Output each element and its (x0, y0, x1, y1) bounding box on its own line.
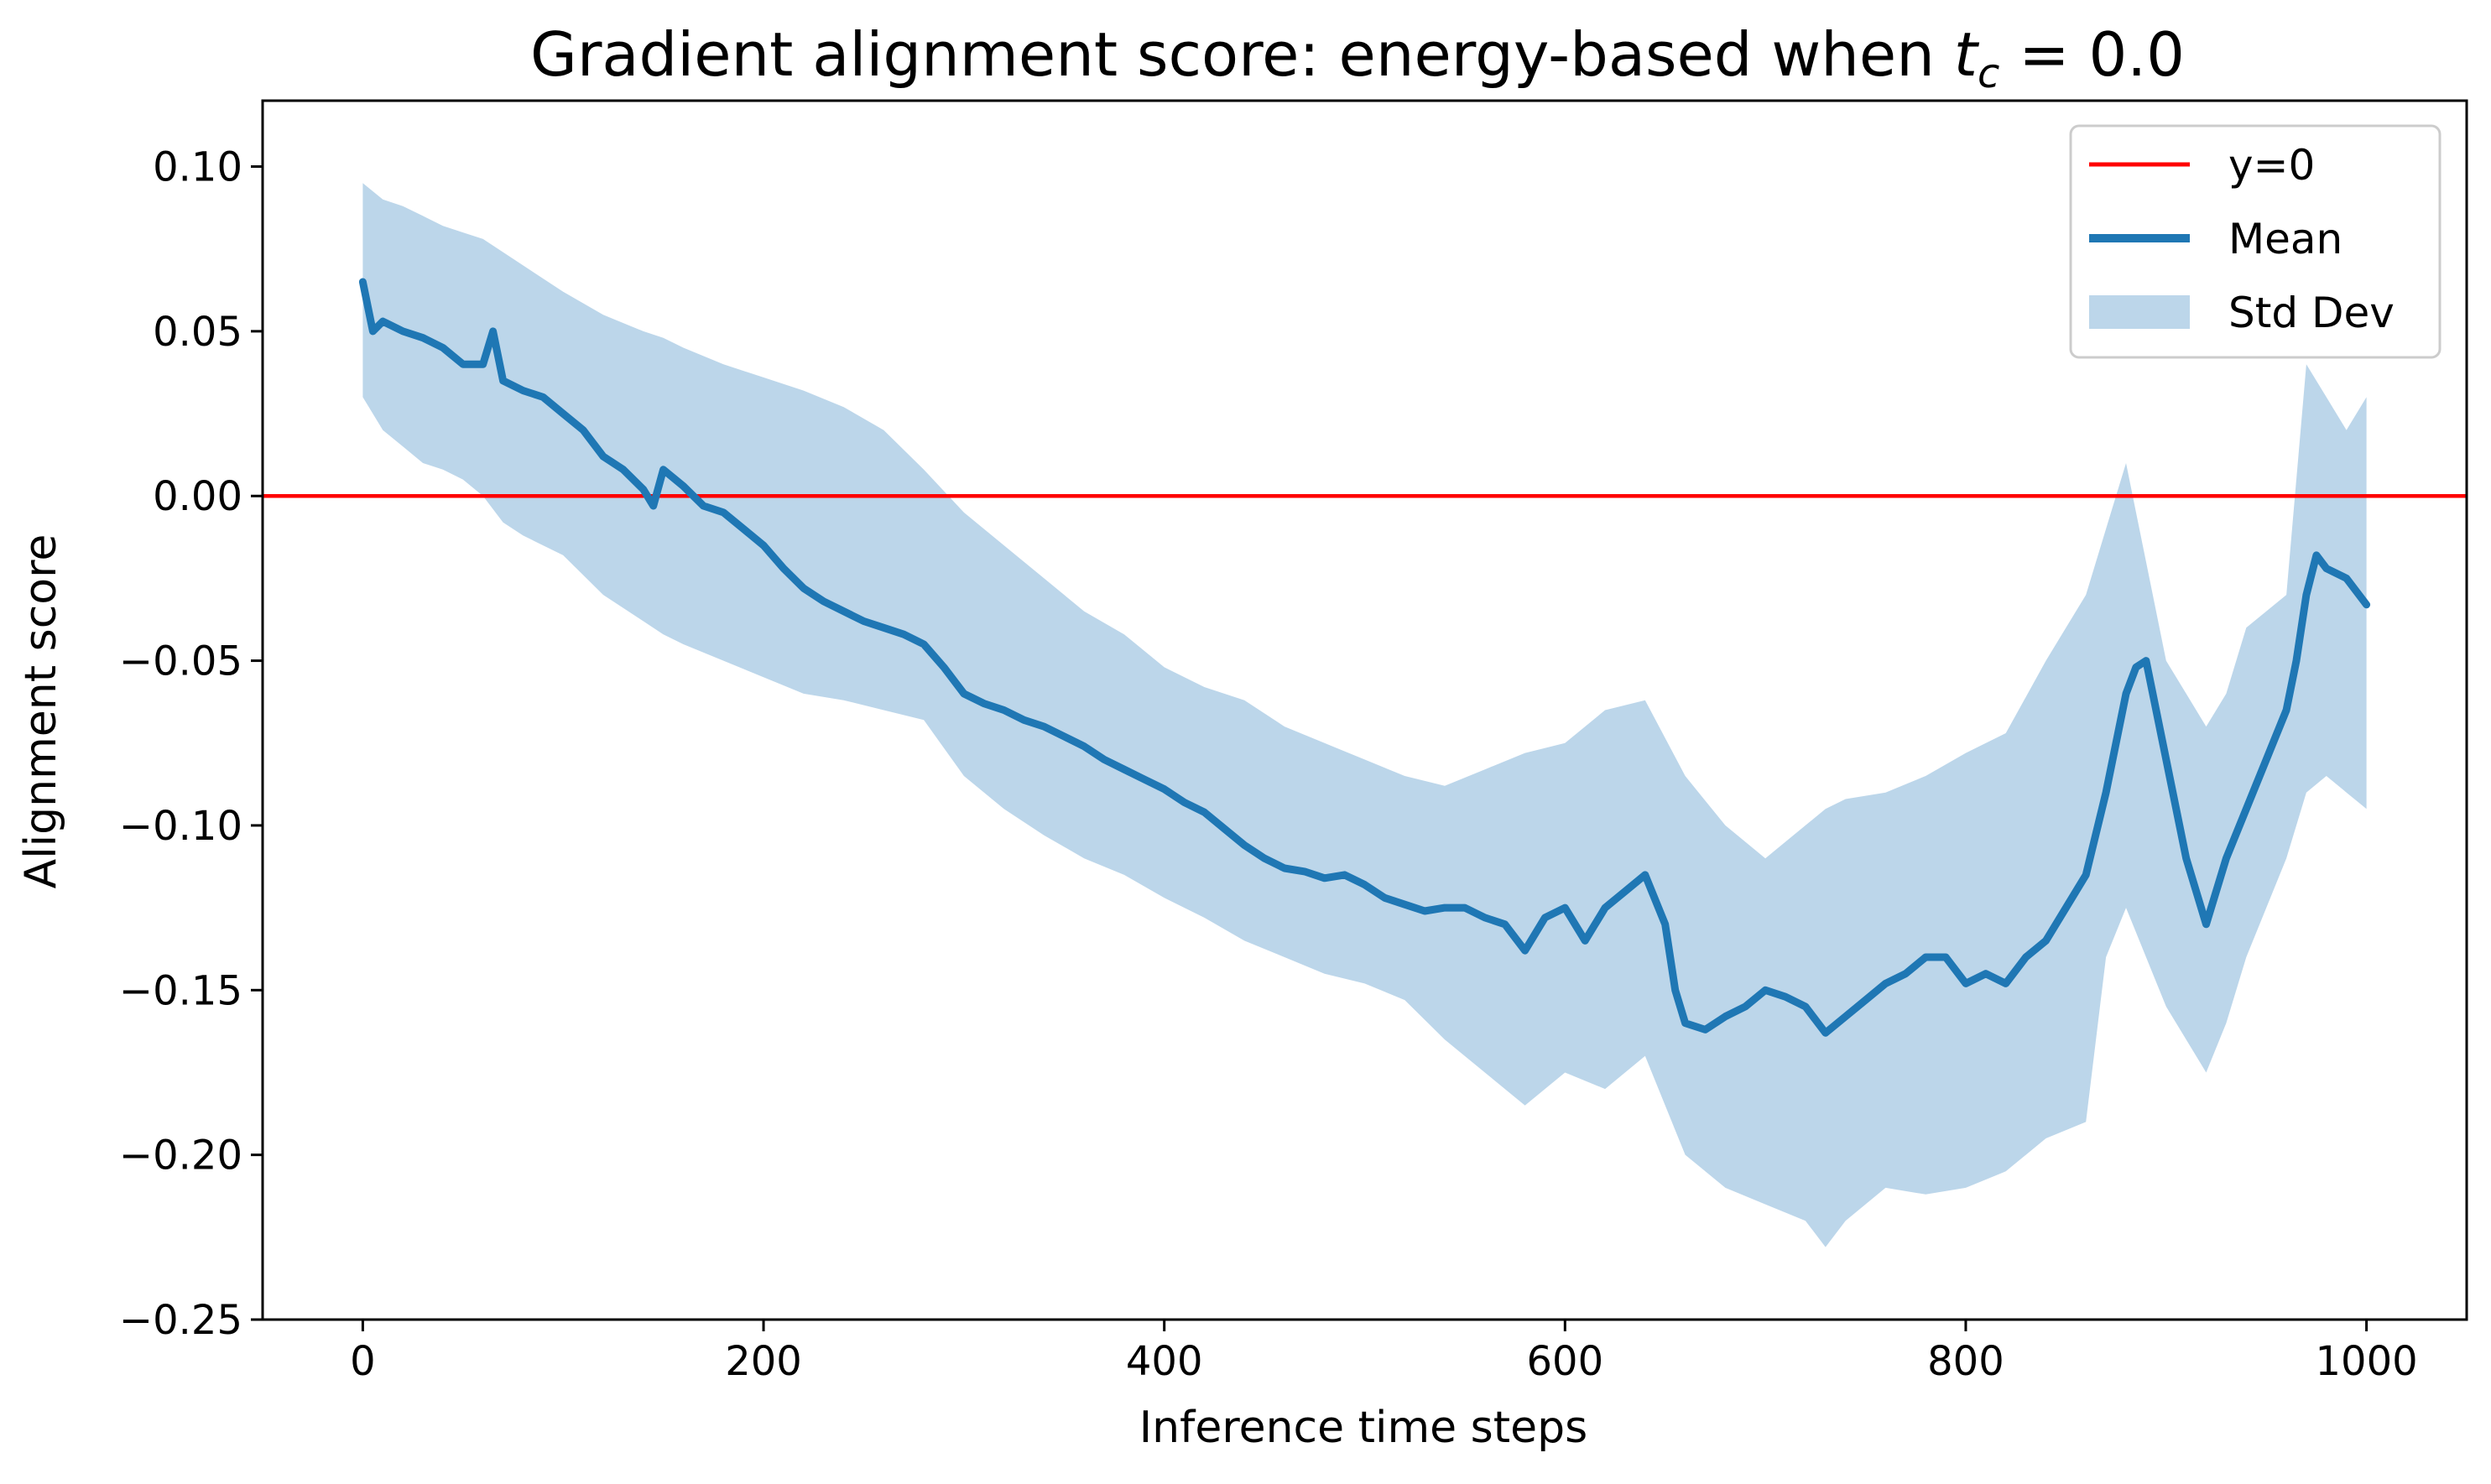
plot-area (263, 183, 2467, 1247)
legend-label-mean: Mean (2228, 215, 2342, 263)
y-tick-label: 0.10 (153, 144, 242, 191)
chart-title: Gradient alignment score: energy-based w… (530, 19, 2185, 97)
legend-swatch-std-dev (2089, 295, 2190, 329)
y-tick-label: 0.00 (153, 473, 242, 520)
y-axis-label: Alignment score (16, 534, 66, 889)
chart-title-text: Gradient alignment score: energy-based w… (530, 19, 1954, 90)
y-tick-label: 0.05 (153, 309, 242, 356)
x-tick-label: 1000 (2316, 1338, 2418, 1385)
std-dev-band (362, 183, 2367, 1247)
chart-title-math-rest: = 0.0 (1999, 19, 2185, 90)
legend: y=0 Mean Std Dev (2069, 124, 2441, 359)
y-tick-label: −0.05 (119, 638, 242, 685)
axes: 0 200 400 600 800 1000 0.10 0.05 0.00 −0.05 −0.10 −… (119, 99, 2468, 1385)
chart-title-math-subscript: c (1978, 50, 1999, 97)
x-tick-label: 600 (1527, 1338, 1604, 1385)
x-tick-label: 0 (350, 1338, 376, 1385)
y-tick-label: −0.20 (119, 1133, 242, 1179)
x-tick-label: 200 (725, 1338, 802, 1385)
legend-label-std-dev: Std Dev (2228, 289, 2395, 337)
x-tick-label: 800 (1927, 1338, 2004, 1385)
series-line-mean (358, 278, 2371, 1037)
x-tick-label: 400 (1126, 1338, 1203, 1385)
chart-title-math-base: t (1954, 19, 1980, 90)
y-tick-label: −0.10 (119, 803, 242, 850)
y-tick-label: −0.25 (119, 1297, 242, 1344)
y-tick-label: −0.15 (119, 967, 242, 1014)
axes-frame (261, 99, 2468, 1321)
legend-label-reference-line: y=0 (2228, 141, 2315, 190)
x-axis-label: Inference time steps (1139, 1403, 1587, 1453)
